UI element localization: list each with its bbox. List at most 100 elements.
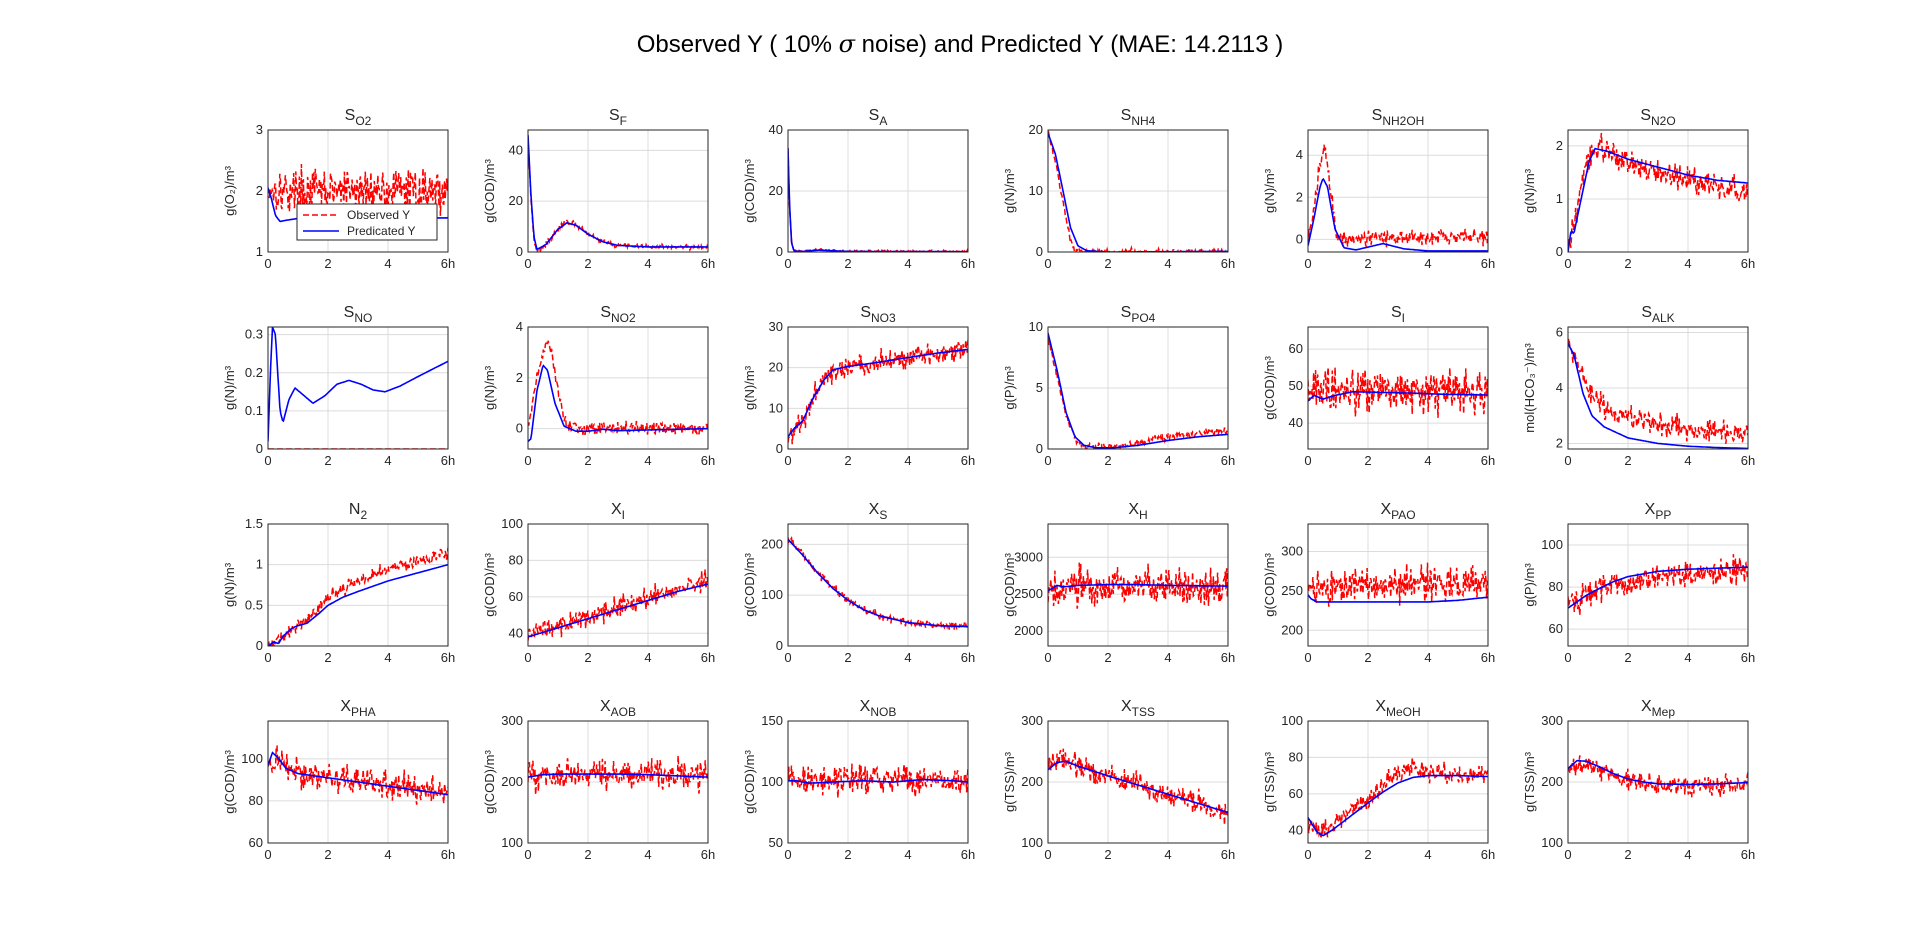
- y-tick-label: 0: [256, 638, 263, 653]
- y-tick-label: 60: [509, 589, 523, 604]
- figure-title-sigma: σ: [838, 30, 856, 58]
- x-tick-label: 4: [644, 453, 651, 468]
- axes-frame: [1567, 523, 1749, 647]
- plot-area: [1307, 720, 1489, 844]
- x-tick-label: 6h: [961, 650, 975, 665]
- x-tick-label: 2: [1364, 256, 1371, 271]
- axes-frame: [1307, 326, 1489, 450]
- subplot-s-nh4: 0 2 4 6h 0 10 20 SNH4 g(N)/m³: [1002, 107, 1235, 271]
- x-tick-label: 6h: [1481, 847, 1495, 862]
- y-tick-label: 250: [1281, 583, 1303, 598]
- y-axis-label: g(COD)/m³: [482, 750, 497, 814]
- x-tick-label: 0: [1304, 650, 1311, 665]
- observed-line: [528, 755, 708, 795]
- subplot-title: XI: [611, 501, 625, 522]
- subplot-title-sub: PHA: [351, 705, 376, 719]
- y-tick-label: 100: [501, 835, 523, 850]
- y-tick-label: 0: [776, 244, 783, 259]
- subplot-title: XPAO: [1380, 501, 1415, 522]
- y-tick-label: 30: [769, 319, 783, 334]
- y-axis-label: mol(HCO₃⁻)/m³: [1522, 343, 1537, 433]
- subplot-title-sub: NO3: [871, 311, 896, 325]
- subplot-title-sub: O2: [355, 114, 371, 128]
- subplot-title: SNH2OH: [1372, 107, 1425, 128]
- subplot-x-mep: 0 2 4 6h 100 200 300 XMep g(TSS)/m³: [1522, 698, 1755, 862]
- subplot-title-sub: NH4: [1131, 114, 1155, 128]
- x-tick-label: 2: [584, 256, 591, 271]
- y-tick-label: 3: [256, 122, 263, 137]
- x-tick-label: 2: [584, 453, 591, 468]
- subplot-title-sub: NO: [354, 311, 372, 325]
- subplot-title-sub: N2O: [1651, 114, 1676, 128]
- x-tick-label: 2: [1104, 650, 1111, 665]
- y-axis-label: g(COD)/m³: [482, 553, 497, 617]
- x-tick-label: 4: [904, 650, 911, 665]
- axes-frame: [267, 720, 449, 844]
- x-tick-label: 2: [844, 256, 851, 271]
- subplot-title-main: X: [1645, 501, 1656, 518]
- subplot-title: XPHA: [340, 698, 375, 719]
- y-tick-label: 100: [1021, 835, 1043, 850]
- y-tick-label: 3000: [1014, 549, 1043, 564]
- subplot-x-aob: 0 2 4 6h 100 200 300 XAOB g(COD)/m³: [482, 698, 715, 862]
- x-tick-label: 0: [1564, 256, 1571, 271]
- subplot-title: SNO3: [860, 304, 896, 325]
- x-tick-label: 0: [264, 453, 271, 468]
- y-axis-label: g(N)/m³: [482, 365, 497, 410]
- subplot-title-sub: ALK: [1652, 311, 1675, 325]
- y-tick-label: 6: [1556, 325, 1563, 340]
- y-tick-label: 2: [256, 183, 263, 198]
- x-tick-label: 6h: [1221, 256, 1235, 271]
- y-tick-label: 100: [761, 774, 783, 789]
- y-axis-label: g(COD)/m³: [222, 750, 237, 814]
- x-tick-label: 0: [784, 256, 791, 271]
- x-tick-label: 0: [524, 650, 531, 665]
- y-tick-label: 100: [1281, 713, 1303, 728]
- x-tick-label: 2: [324, 256, 331, 271]
- axes-frame: [1567, 326, 1749, 450]
- subplot-title: XS: [869, 501, 888, 522]
- x-tick-label: 4: [1684, 256, 1691, 271]
- predicted-line: [1308, 774, 1488, 837]
- y-tick-label: 20: [769, 183, 783, 198]
- y-axis-label: g(COD)/m³: [1002, 553, 1017, 617]
- x-tick-label: 4: [904, 256, 911, 271]
- subplot-s-po4: 0 2 4 6h 0 5 10 SPO4 g(P)/m³: [1002, 304, 1235, 468]
- x-tick-label: 2: [844, 847, 851, 862]
- y-tick-label: 10: [1029, 319, 1043, 334]
- x-tick-label: 4: [1424, 847, 1431, 862]
- axes-frame: [787, 326, 969, 450]
- subplot-title: SNO2: [600, 304, 636, 325]
- figure-title-prefix: Observed Y ( 10%: [636, 31, 839, 58]
- y-tick-label: 200: [501, 774, 523, 789]
- predicted-line: [788, 348, 968, 438]
- y-tick-label: 50: [1289, 378, 1303, 393]
- y-tick-label: 1.5: [245, 516, 263, 531]
- y-tick-label: 10: [1029, 183, 1043, 198]
- x-tick-label: 0: [1044, 453, 1051, 468]
- subplot-title-main: X: [1128, 501, 1139, 518]
- subplot-title-sub: PAO: [1391, 508, 1415, 522]
- x-tick-label: 6h: [1481, 256, 1495, 271]
- y-tick-label: 0: [776, 441, 783, 456]
- x-tick-label: 0: [1304, 256, 1311, 271]
- y-tick-label: 80: [249, 793, 263, 808]
- y-tick-label: 20: [509, 193, 523, 208]
- predicted-line: [788, 538, 968, 628]
- x-tick-label: 6h: [1741, 453, 1755, 468]
- subplot-x-nob: 0 2 4 6h 50 100 150 XNOB g(COD)/m³: [742, 698, 975, 862]
- subplot-title-main: X: [340, 698, 351, 715]
- subplot-title-sub: NH2OH: [1382, 114, 1424, 128]
- y-tick-label: 0: [256, 441, 263, 456]
- axes-frame: [1047, 720, 1229, 844]
- legend-predicted-label: Predicated Y: [347, 224, 416, 238]
- x-tick-label: 2: [584, 650, 591, 665]
- x-tick-label: 2: [1624, 847, 1631, 862]
- subplot-s-no2: 0 2 4 6h 0 2 4 SNO2 g(N)/m³: [482, 304, 715, 468]
- y-tick-label: 200: [761, 536, 783, 551]
- x-tick-label: 4: [384, 847, 391, 862]
- figure-title: Observed Y ( 10% σ noise) and Predicted …: [0, 30, 1920, 59]
- y-tick-label: 1: [1556, 191, 1563, 206]
